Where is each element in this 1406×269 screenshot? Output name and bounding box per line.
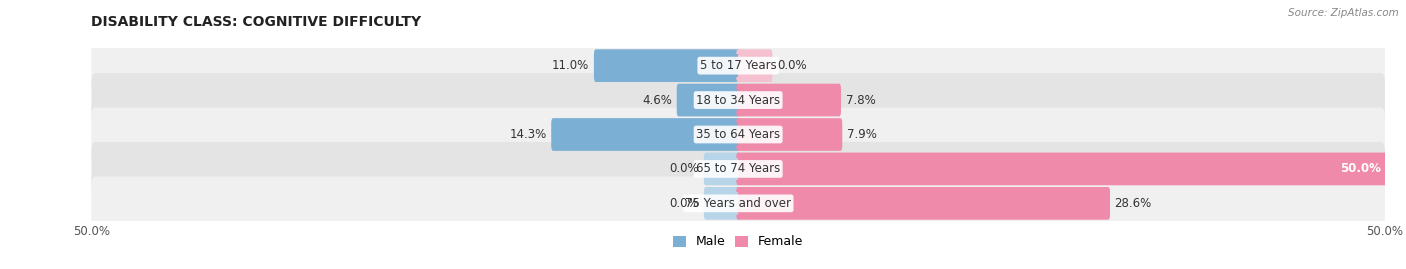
Text: 35 to 64 Years: 35 to 64 Years [696, 128, 780, 141]
Text: Source: ZipAtlas.com: Source: ZipAtlas.com [1288, 8, 1399, 18]
Text: 75 Years and over: 75 Years and over [685, 197, 792, 210]
Bar [723, 192, 738, 215]
Bar [738, 192, 924, 215]
Bar [738, 89, 789, 111]
Bar [738, 158, 1062, 180]
FancyBboxPatch shape [737, 49, 772, 82]
FancyBboxPatch shape [91, 176, 1385, 230]
FancyBboxPatch shape [593, 49, 740, 82]
Text: 0.0%: 0.0% [669, 197, 699, 210]
FancyBboxPatch shape [704, 153, 740, 185]
FancyBboxPatch shape [676, 84, 740, 116]
Legend: Male, Female: Male, Female [669, 232, 807, 252]
Text: DISABILITY CLASS: COGNITIVE DIFFICULTY: DISABILITY CLASS: COGNITIVE DIFFICULTY [91, 16, 422, 30]
Bar [723, 158, 738, 180]
FancyBboxPatch shape [91, 142, 1385, 196]
FancyBboxPatch shape [91, 73, 1385, 127]
Text: 7.9%: 7.9% [846, 128, 877, 141]
FancyBboxPatch shape [737, 118, 842, 151]
Text: 7.8%: 7.8% [845, 94, 876, 107]
Text: 4.6%: 4.6% [643, 94, 672, 107]
FancyBboxPatch shape [737, 153, 1386, 185]
FancyBboxPatch shape [91, 39, 1385, 93]
Text: 28.6%: 28.6% [1115, 197, 1152, 210]
Bar [738, 54, 754, 77]
Bar [666, 54, 738, 77]
FancyBboxPatch shape [737, 84, 841, 116]
Text: 18 to 34 Years: 18 to 34 Years [696, 94, 780, 107]
Text: 11.0%: 11.0% [553, 59, 589, 72]
Bar [709, 89, 738, 111]
Text: 65 to 74 Years: 65 to 74 Years [696, 162, 780, 175]
Text: 5 to 17 Years: 5 to 17 Years [700, 59, 776, 72]
Bar [738, 123, 789, 146]
FancyBboxPatch shape [551, 118, 740, 151]
FancyBboxPatch shape [91, 108, 1385, 161]
Bar [645, 123, 738, 146]
Text: 0.0%: 0.0% [669, 162, 699, 175]
FancyBboxPatch shape [704, 187, 740, 220]
Text: 50.0%: 50.0% [1340, 162, 1381, 175]
FancyBboxPatch shape [737, 187, 1109, 220]
Text: 0.0%: 0.0% [778, 59, 807, 72]
Text: 14.3%: 14.3% [509, 128, 547, 141]
